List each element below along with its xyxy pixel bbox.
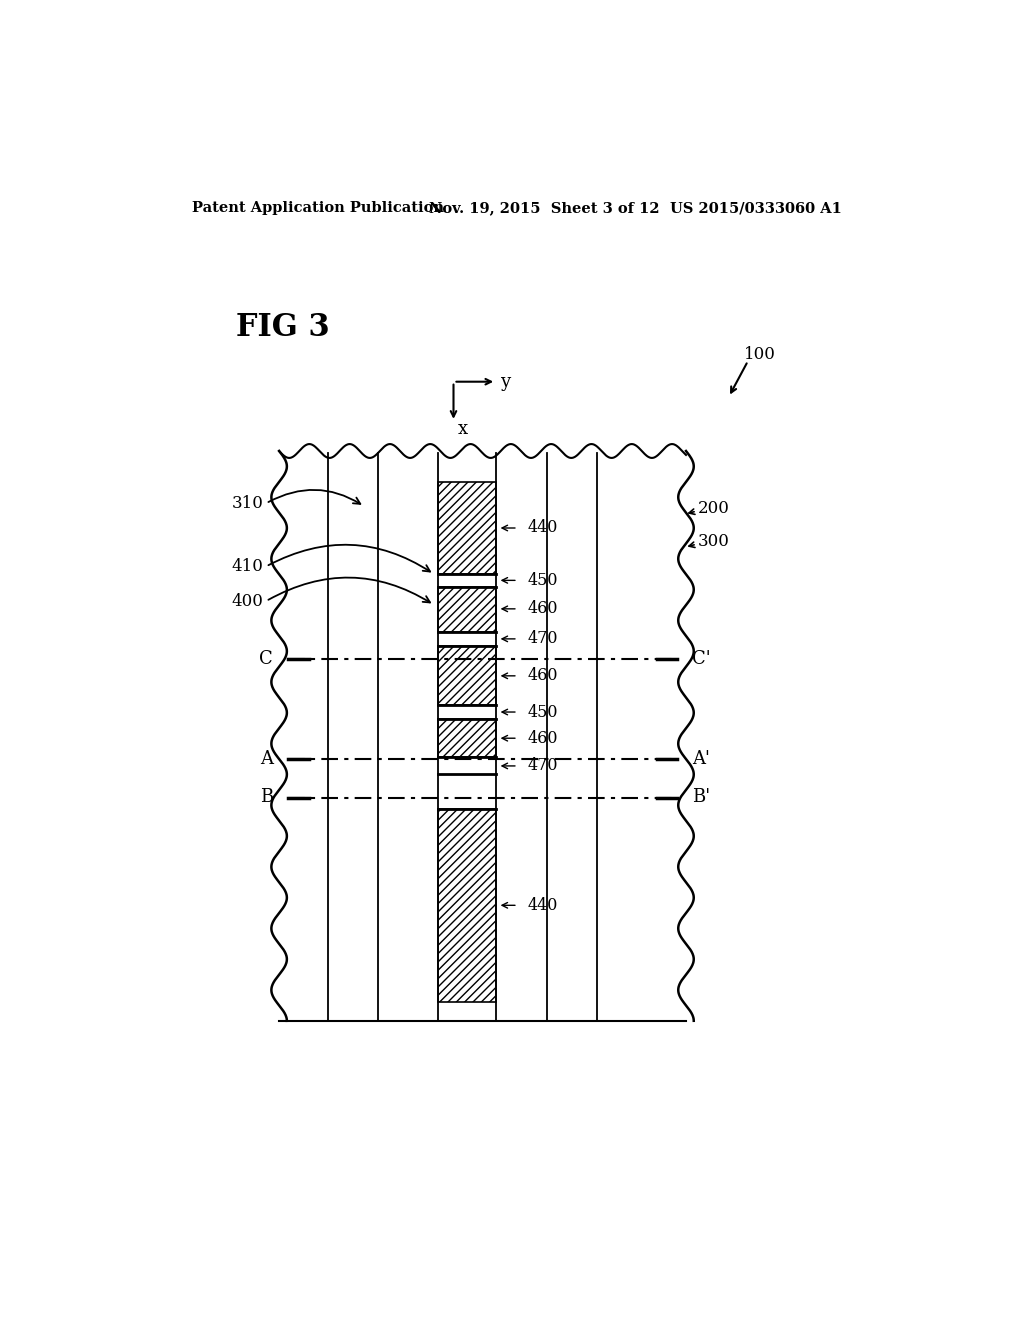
Text: US 2015/0333060 A1: US 2015/0333060 A1 xyxy=(671,202,843,215)
Polygon shape xyxy=(438,482,496,574)
Polygon shape xyxy=(438,719,496,758)
Text: FIG 3: FIG 3 xyxy=(237,313,331,343)
Text: A': A' xyxy=(692,750,710,768)
Text: 460: 460 xyxy=(527,730,558,747)
Text: 440: 440 xyxy=(527,520,557,536)
Text: A: A xyxy=(260,750,273,768)
Text: 450: 450 xyxy=(527,704,558,721)
Text: 460: 460 xyxy=(527,601,558,618)
Text: C: C xyxy=(259,649,273,668)
Polygon shape xyxy=(438,809,496,1002)
Text: 200: 200 xyxy=(697,500,729,517)
Text: 300: 300 xyxy=(697,533,729,550)
Text: Patent Application Publication: Patent Application Publication xyxy=(193,202,444,215)
Text: B': B' xyxy=(692,788,711,807)
Text: 310: 310 xyxy=(231,495,263,512)
Text: 100: 100 xyxy=(744,346,776,363)
Text: 460: 460 xyxy=(527,668,558,684)
Polygon shape xyxy=(438,586,496,632)
Text: 440: 440 xyxy=(527,896,557,913)
Text: C': C' xyxy=(692,649,711,668)
Text: x: x xyxy=(458,421,468,438)
Polygon shape xyxy=(438,645,496,705)
Text: Nov. 19, 2015  Sheet 3 of 12: Nov. 19, 2015 Sheet 3 of 12 xyxy=(429,202,659,215)
Text: y: y xyxy=(500,372,510,391)
Text: 410: 410 xyxy=(231,558,263,576)
Text: 470: 470 xyxy=(527,758,558,775)
Text: B: B xyxy=(260,788,273,807)
Text: 450: 450 xyxy=(527,572,558,589)
Text: 470: 470 xyxy=(527,631,558,647)
Text: 400: 400 xyxy=(231,593,263,610)
